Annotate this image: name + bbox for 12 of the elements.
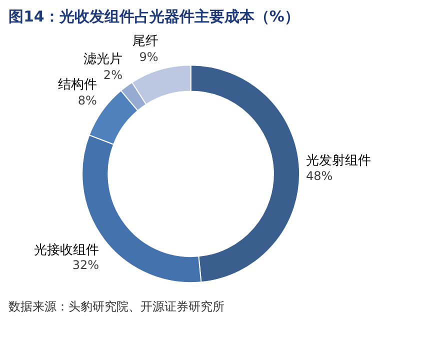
chart-title: 图14：光收发组件占光器件主要成本（%） (8, 8, 300, 26)
slice-label: 结构件 (58, 78, 97, 93)
slice-label: 光发射组件 (306, 153, 371, 168)
data-label: 8% (78, 94, 97, 108)
data-label: 32% (72, 258, 100, 272)
data-label: 2% (103, 68, 122, 82)
slice-label: 滤光片 (83, 52, 122, 67)
slice-label: 尾纤 (132, 34, 158, 50)
slice-label: 光接收组件 (34, 243, 100, 258)
data-label: 48% (306, 169, 333, 184)
source-note: 数据来源：头豹研究院、开源证券研究所 (8, 300, 224, 314)
data-label: 9% (139, 50, 158, 64)
